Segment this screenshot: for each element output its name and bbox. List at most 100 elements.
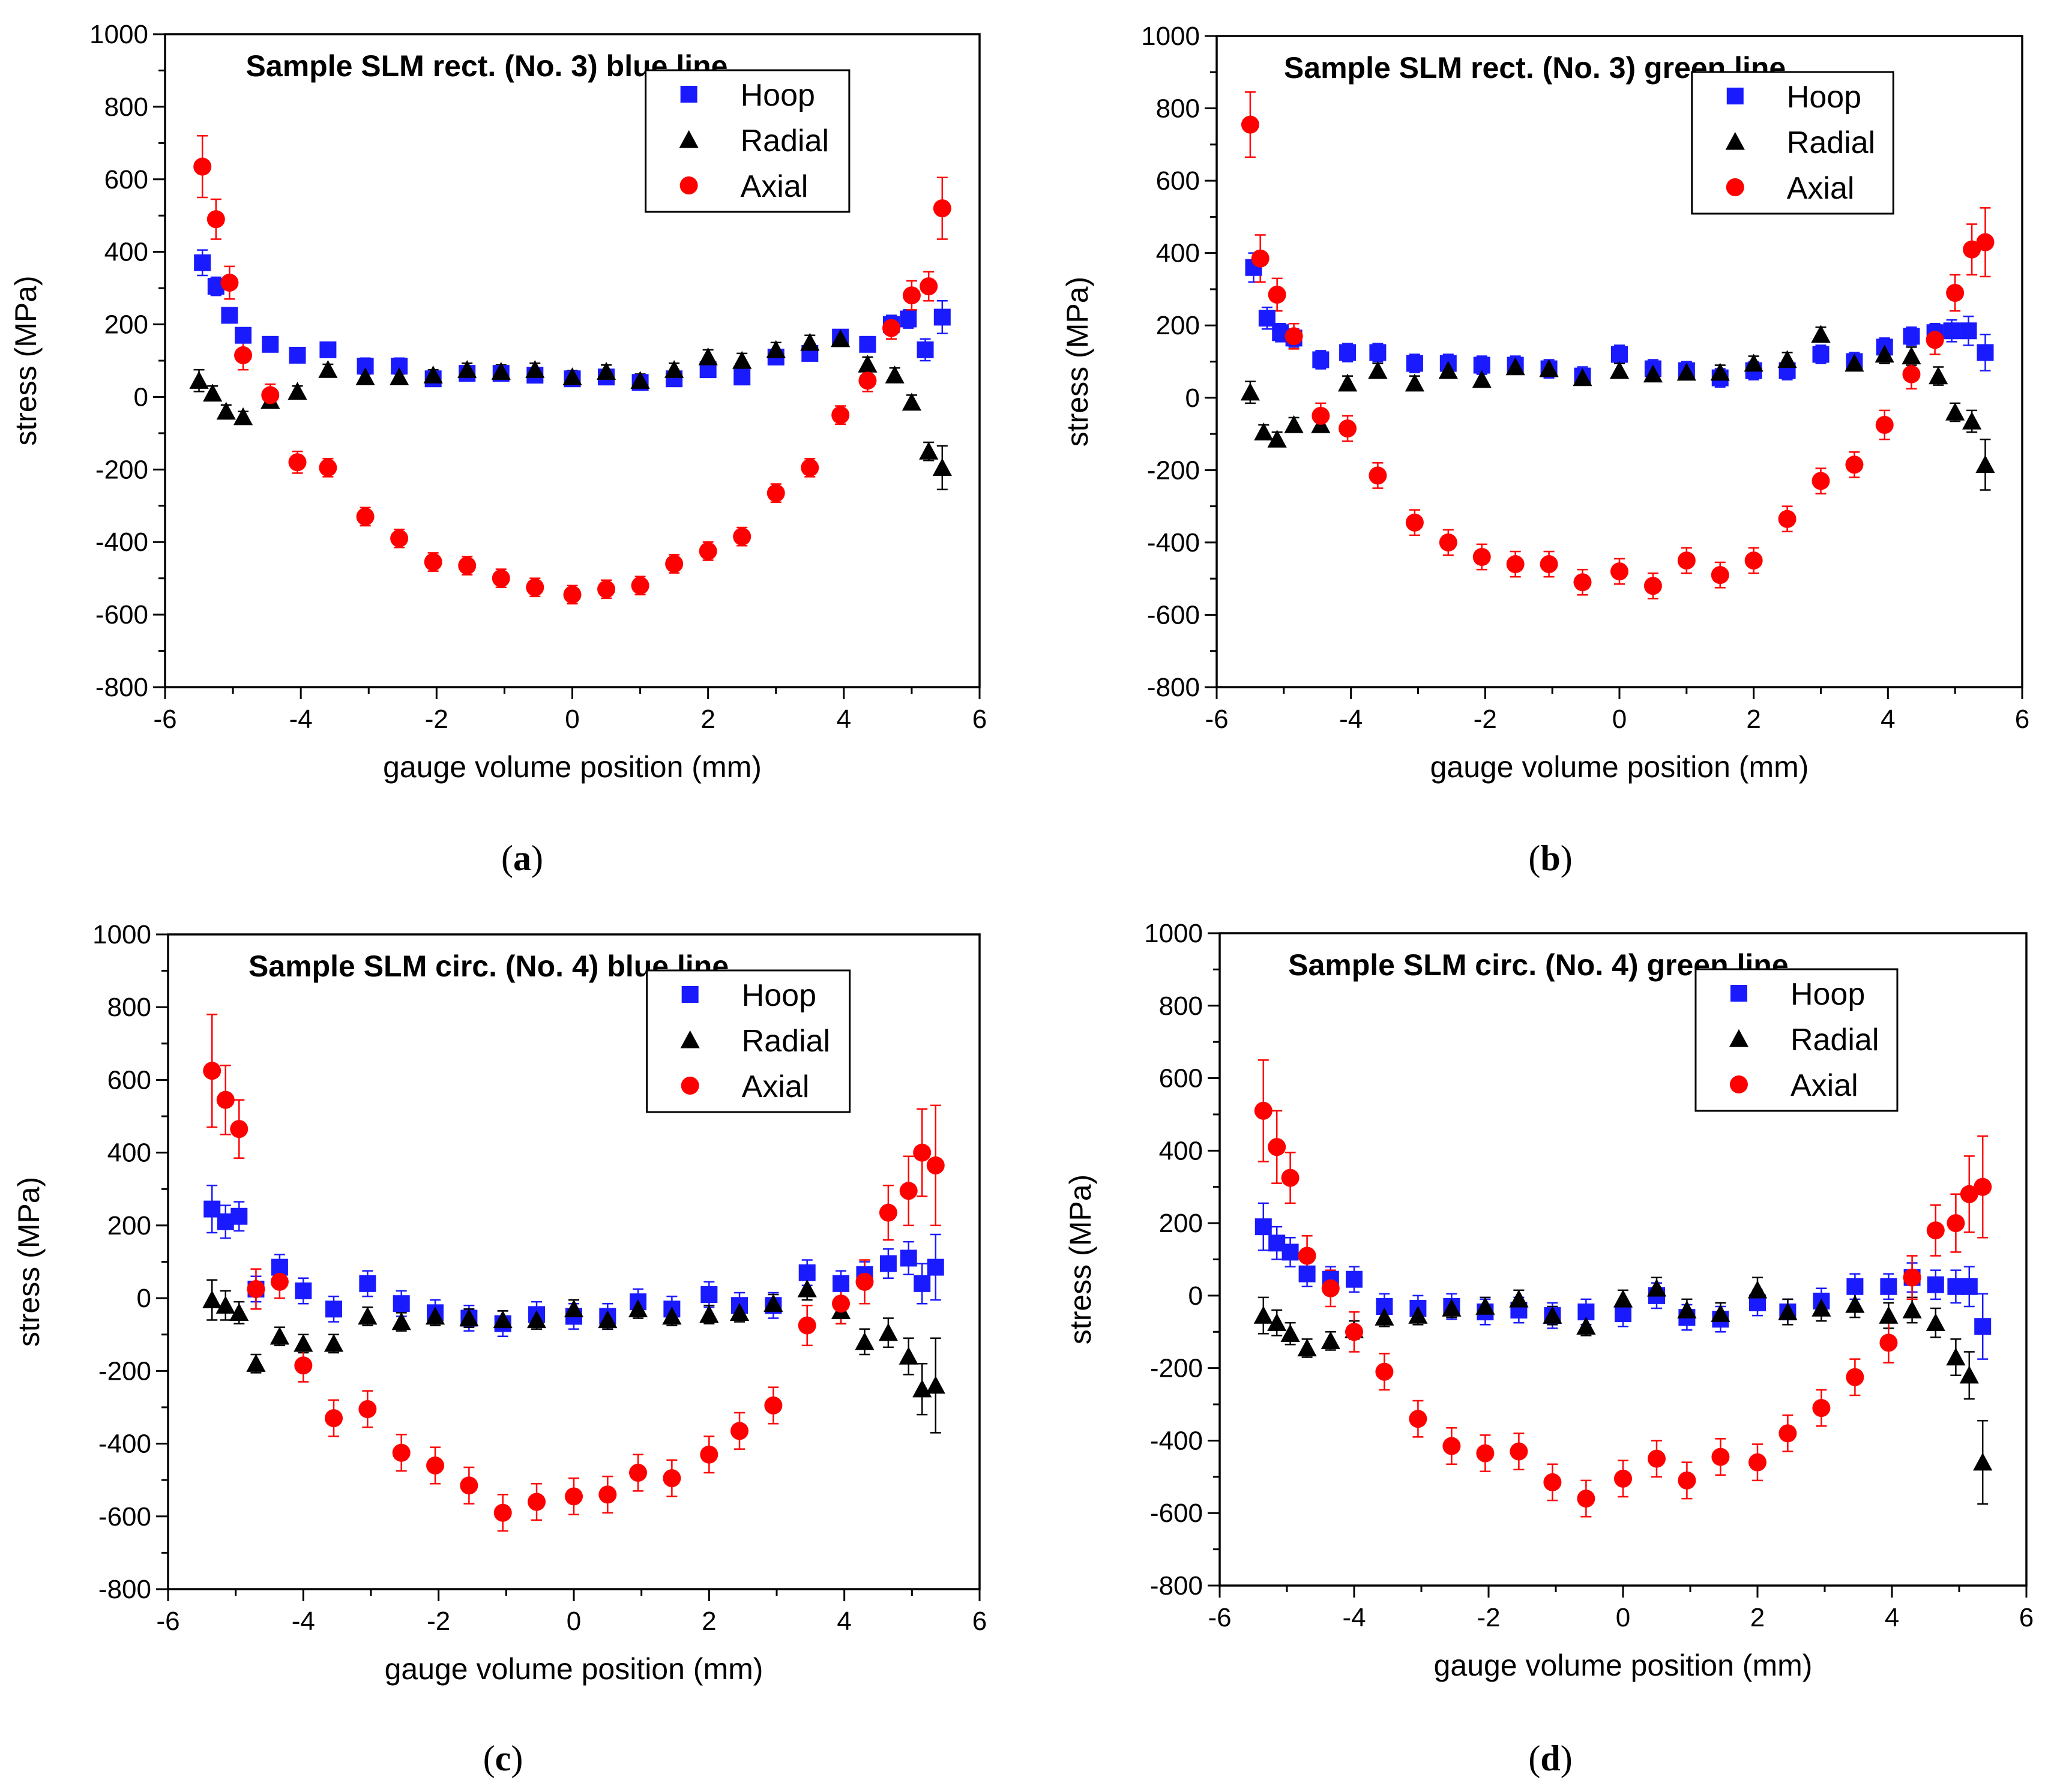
radial-point: [1408, 1306, 1428, 1324]
legend-marker-hoop: [680, 86, 697, 103]
x-axis-label: gauge volume position (mm): [1434, 1649, 1813, 1682]
axial-point: [1648, 1449, 1666, 1468]
axial-point: [230, 1120, 248, 1138]
hoop-point: [1903, 328, 1920, 345]
hoop-point: [1615, 1305, 1631, 1323]
y-tick-label: 400: [1159, 1136, 1203, 1165]
axial-point: [493, 1503, 512, 1522]
x-tick-label: 2: [702, 1607, 716, 1636]
axial-point: [832, 1294, 851, 1313]
legend-marker-axial: [1729, 1075, 1748, 1093]
data-marks: [1240, 91, 1995, 600]
legend-box: [1694, 968, 1899, 1112]
y-tick-label: -800: [1150, 1571, 1203, 1601]
hoop-point: [235, 326, 252, 344]
x-tick-label: 0: [1612, 705, 1627, 734]
axial-point: [1312, 406, 1330, 425]
hoop-point: [289, 346, 306, 364]
hoop-point: [1406, 355, 1423, 372]
y-tick-label: -400: [98, 1430, 151, 1459]
axial-point: [288, 453, 307, 472]
radial-point: [390, 367, 409, 385]
y-tick-label: -400: [95, 528, 148, 557]
panel-label: (a): [501, 838, 543, 878]
radial-point: [1646, 1278, 1667, 1297]
legend-label-hoop: Hoop: [1791, 977, 1865, 1012]
axial-point: [700, 1445, 718, 1464]
hoop-point: [1880, 1278, 1897, 1295]
hoop-point: [927, 1258, 944, 1276]
x-tick-label: 0: [1616, 1603, 1630, 1632]
hoop-point: [1812, 346, 1830, 363]
y-tick-label: 400: [1156, 239, 1200, 268]
radial-point: [1284, 415, 1304, 433]
y-tick-label: -600: [95, 600, 148, 630]
legend-label-radial: Radial: [1791, 1023, 1879, 1057]
radial-point: [1543, 1306, 1562, 1324]
radial-point: [1613, 1289, 1633, 1308]
radial-point: [1710, 362, 1730, 381]
legend-marker-radial: [679, 130, 699, 148]
hoop-point: [700, 1286, 718, 1303]
axes: -6 -4 -2 0 2 4 6 -800 -600 -400 -200 0 200 400 600 800 1…: [89, 20, 987, 734]
axial-point: [1879, 1333, 1898, 1352]
axial-point: [1281, 1168, 1300, 1187]
radial-point: [246, 1354, 266, 1372]
radial-point: [1975, 455, 1995, 473]
legend-label-axial: Axial: [1791, 1068, 1858, 1103]
legend-marker-axial: [679, 176, 698, 194]
hoop-point: [1254, 1218, 1272, 1236]
radial-point: [1573, 368, 1592, 386]
radial-point: [288, 382, 307, 400]
x-tick-label: -4: [292, 1607, 315, 1636]
x-tick-label: 4: [837, 1607, 851, 1636]
legend: Hoop Radial Axial: [646, 969, 851, 1113]
radial-point: [324, 1333, 344, 1352]
y-tick-label: -400: [1150, 1426, 1203, 1455]
legend: Hoop Radial Axial: [645, 69, 851, 213]
x-axis-label: gauge volume position (mm): [1430, 750, 1809, 784]
hoop-point: [1258, 310, 1275, 327]
legend-label-axial: Axial: [741, 169, 809, 204]
y-tick-label: 600: [104, 165, 148, 194]
axial-point: [902, 286, 921, 305]
axial-point: [1974, 1177, 1992, 1196]
y-tick-label: 400: [104, 238, 148, 267]
radial-point: [1879, 1306, 1899, 1324]
legend-label-radial: Radial: [741, 124, 829, 158]
chart-a: -6 -4 -2 0 2 4 6 -800 -600 -400 -200 0 200 400 600 800 1…: [9, 20, 987, 878]
radial-point: [1711, 1303, 1730, 1322]
axial-point: [1251, 249, 1269, 268]
axial-point: [1285, 327, 1303, 346]
axial-point: [855, 1272, 874, 1291]
radial-point: [1472, 370, 1492, 388]
radial-point: [1811, 325, 1831, 343]
axial-point: [598, 1485, 617, 1504]
radial-point: [885, 365, 905, 383]
x-tick-label: 4: [1881, 705, 1895, 734]
hoop-point: [194, 254, 211, 271]
legend-label-hoop: Hoop: [1787, 80, 1861, 115]
radial-point: [1368, 361, 1388, 379]
radial-point: [526, 1310, 547, 1329]
axial-point: [220, 274, 239, 292]
axial-point: [1577, 1490, 1595, 1508]
x-axis-label: gauge volume position (mm): [383, 750, 762, 784]
radial-point: [766, 340, 786, 358]
radial-point: [423, 365, 443, 383]
axial-point: [390, 529, 409, 548]
radial-point: [1609, 361, 1630, 379]
hoop-point: [393, 1295, 410, 1312]
y-tick-label: 600: [1159, 1064, 1203, 1093]
legend-label-axial: Axial: [742, 1069, 810, 1104]
axial-point: [1369, 466, 1387, 485]
hoop-point: [1369, 344, 1387, 361]
radial-point: [457, 360, 477, 378]
y-tick-label: 400: [107, 1138, 151, 1168]
radial-point: [729, 1303, 750, 1321]
hoop-point: [933, 308, 951, 326]
legend-label-radial: Radial: [742, 1024, 830, 1059]
radial-point: [562, 367, 582, 385]
radial-point: [902, 392, 922, 411]
